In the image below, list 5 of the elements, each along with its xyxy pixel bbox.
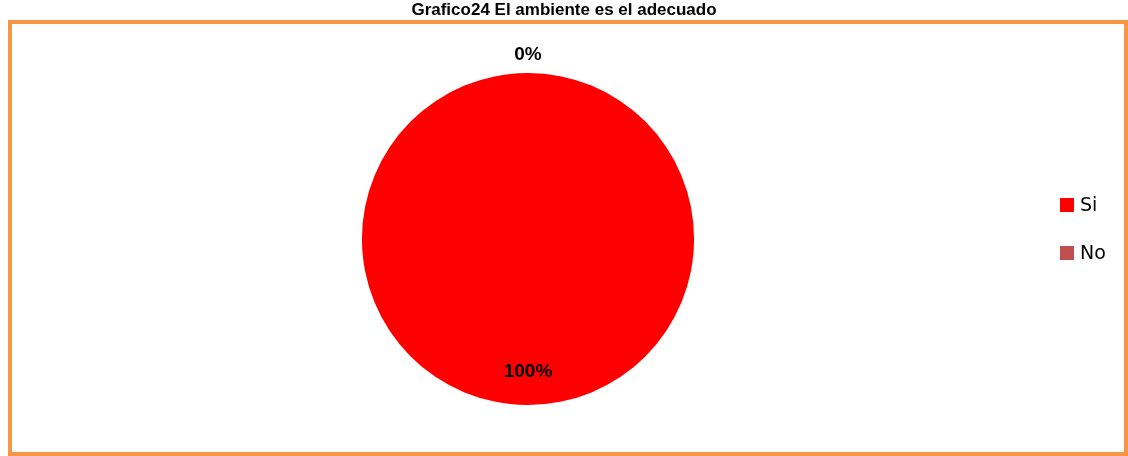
data-label: 100% bbox=[503, 359, 553, 381]
legend-label: No bbox=[1080, 240, 1106, 263]
text: 0% bbox=[514, 43, 542, 65]
legend-label: Si bbox=[1080, 192, 1098, 215]
chart-title: Grafico24 El ambiente es el adecuado bbox=[411, 0, 717, 19]
